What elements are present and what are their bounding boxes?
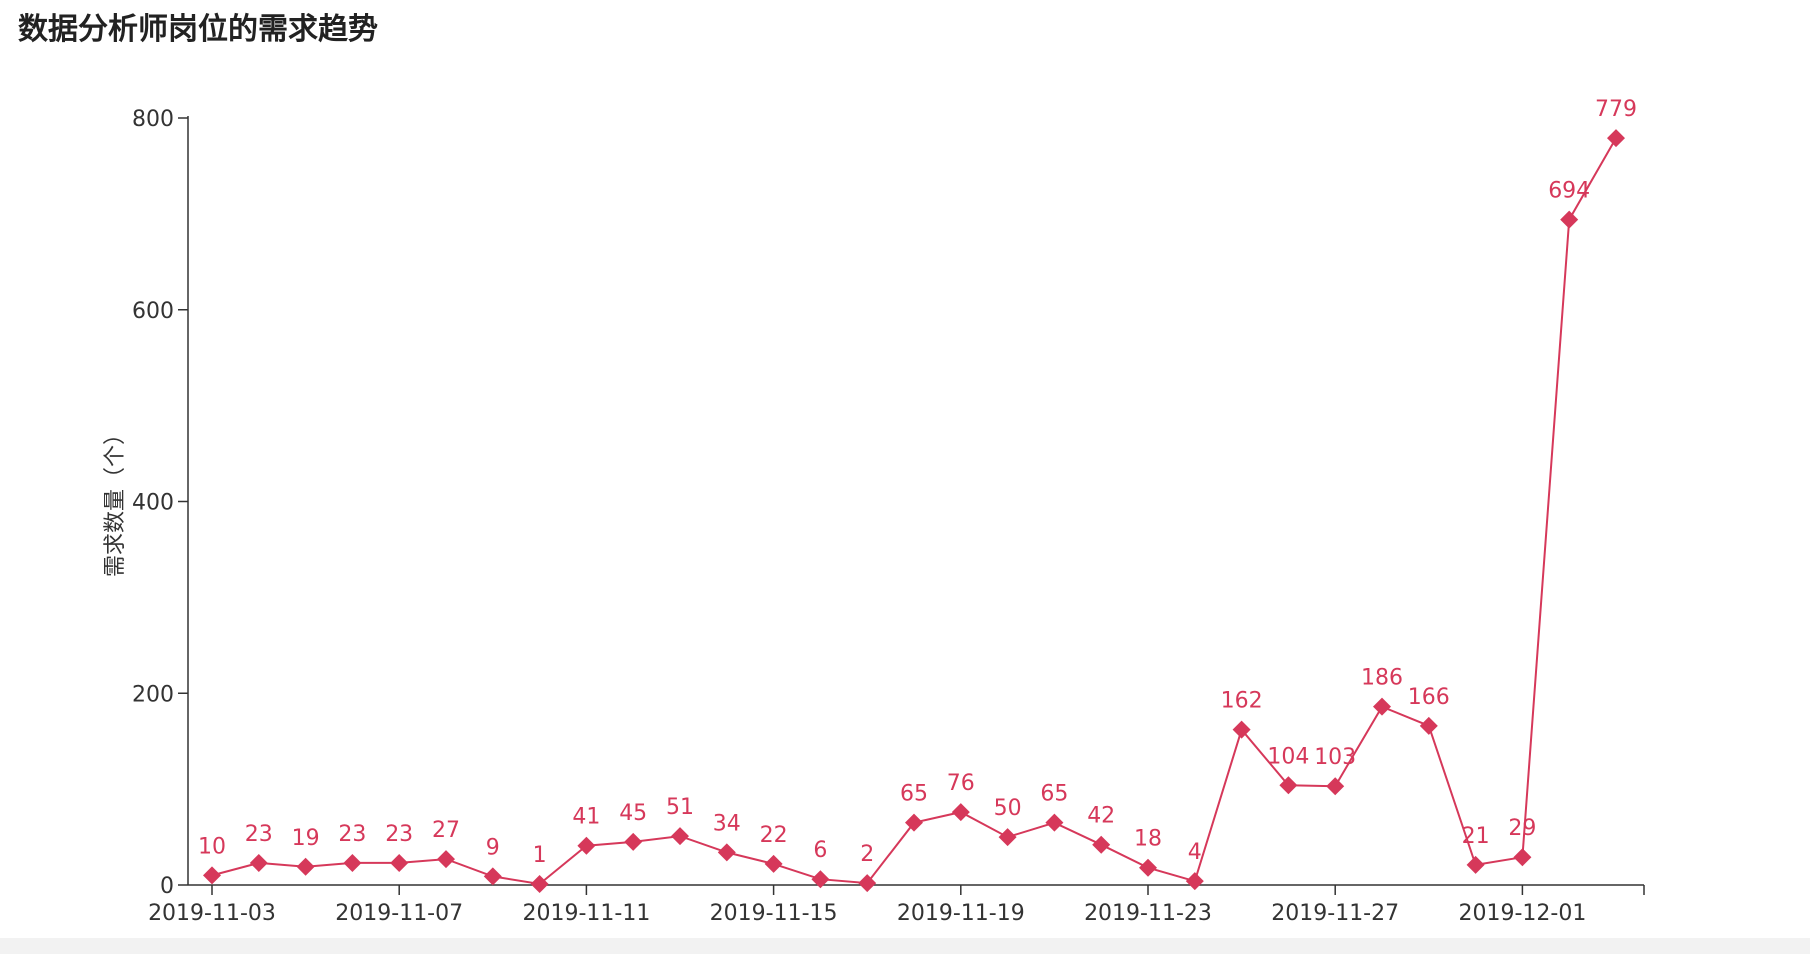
data-point — [1373, 697, 1391, 716]
data-point — [1419, 716, 1438, 735]
data-label: 45 — [619, 801, 647, 826]
y-tick-label: 200 — [132, 682, 174, 707]
data-label: 50 — [994, 796, 1022, 821]
data-point — [1185, 872, 1204, 891]
data-point — [437, 850, 455, 869]
data-label: 18 — [1134, 827, 1162, 852]
data-label: 22 — [760, 823, 788, 848]
data-point — [624, 832, 643, 851]
data-label: 104 — [1267, 744, 1309, 769]
data-point — [1092, 835, 1111, 854]
data-label: 6 — [813, 838, 827, 863]
data-label: 76 — [947, 771, 975, 796]
data-point — [530, 875, 549, 894]
data-point — [296, 857, 315, 876]
data-label: 162 — [1221, 689, 1263, 714]
x-tick-label: 2019-11-27 — [1271, 901, 1399, 926]
data-point — [671, 827, 689, 846]
x-tick-label: 2019-11-11 — [522, 901, 650, 926]
y-tick-label: 0 — [160, 874, 174, 899]
data-label: 42 — [1087, 804, 1115, 829]
data-point — [249, 853, 268, 872]
data-point — [483, 867, 502, 886]
data-point — [1513, 848, 1532, 867]
y-tick-label: 800 — [132, 107, 174, 132]
data-point — [577, 836, 596, 855]
x-tick-label: 2019-11-07 — [335, 901, 463, 926]
data-label: 19 — [292, 826, 320, 851]
data-label: 65 — [1040, 782, 1068, 807]
data-label: 10 — [198, 834, 226, 859]
data-point — [717, 843, 736, 862]
data-label: 51 — [666, 795, 694, 820]
data-label: 23 — [245, 822, 273, 847]
data-label: 29 — [1508, 816, 1536, 841]
data-markers — [203, 129, 1625, 894]
data-label: 9 — [486, 835, 500, 860]
data-point — [1139, 858, 1157, 877]
data-point — [1279, 776, 1298, 795]
data-point — [1466, 855, 1485, 874]
data-label: 21 — [1462, 824, 1490, 849]
series-line-group — [211, 137, 1617, 886]
x-tick-label: 2019-11-19 — [897, 901, 1025, 926]
data-point — [905, 813, 923, 832]
data-point — [390, 853, 409, 872]
series-line — [211, 137, 1617, 886]
x-tick-label: 2019-11-23 — [1084, 901, 1212, 926]
y-tick-label: 600 — [132, 299, 174, 324]
data-label: 2 — [860, 842, 874, 867]
data-labels: 10 23 19 23 23 27 9 1 41 45 51 34 22 6 2 65 76 50 65 42 18 4 1… — [198, 97, 1637, 868]
chart-title: 数据分析师岗位的需求趋势 — [18, 12, 378, 47]
data-point — [858, 874, 877, 893]
data-point — [1326, 777, 1345, 796]
data-point — [1560, 210, 1579, 229]
axes: 0 200 400 600 800 2019-11-03 2019-11-07 2019-11… — [103, 107, 1645, 926]
bottom-strip — [0, 938, 1810, 954]
data-label: 4 — [1188, 840, 1202, 865]
data-label: 779 — [1595, 97, 1637, 122]
x-tick-label: 2019-11-15 — [710, 901, 838, 926]
data-label: 103 — [1314, 745, 1356, 770]
data-point — [203, 866, 221, 885]
y-axis-label: 需求数量（个） — [103, 423, 128, 577]
data-point — [998, 828, 1017, 847]
data-label: 23 — [338, 822, 366, 847]
data-point — [951, 803, 970, 822]
data-label: 694 — [1548, 179, 1590, 204]
data-label: 65 — [900, 782, 928, 807]
data-point — [1045, 813, 1064, 832]
data-label: 166 — [1408, 685, 1450, 710]
x-tick-label: 2019-12-01 — [1458, 901, 1586, 926]
data-point — [764, 854, 783, 873]
data-label: 23 — [385, 822, 413, 847]
y-tick-label: 400 — [132, 491, 174, 516]
data-point — [1232, 720, 1251, 739]
data-label: 27 — [432, 818, 460, 843]
data-label: 1 — [533, 843, 547, 868]
data-point — [343, 853, 362, 872]
data-label: 41 — [572, 805, 600, 830]
data-point — [811, 870, 830, 889]
data-label: 34 — [713, 811, 741, 836]
x-tick-label: 2019-11-03 — [148, 901, 276, 926]
data-point — [1607, 129, 1625, 148]
data-label: 186 — [1361, 666, 1403, 691]
